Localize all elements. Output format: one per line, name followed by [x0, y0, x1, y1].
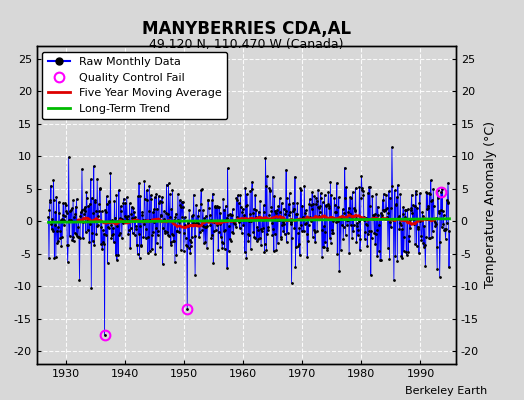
Text: Berkeley Earth: Berkeley Earth	[405, 386, 487, 396]
Text: 49.120 N, 110.470 W (Canada): 49.120 N, 110.470 W (Canada)	[149, 38, 344, 51]
Text: MANYBERRIES CDA,AL: MANYBERRIES CDA,AL	[141, 20, 351, 38]
Y-axis label: Temperature Anomaly (°C): Temperature Anomaly (°C)	[484, 122, 497, 288]
Legend: Raw Monthly Data, Quality Control Fail, Five Year Moving Average, Long-Term Tren: Raw Monthly Data, Quality Control Fail, …	[42, 52, 227, 119]
